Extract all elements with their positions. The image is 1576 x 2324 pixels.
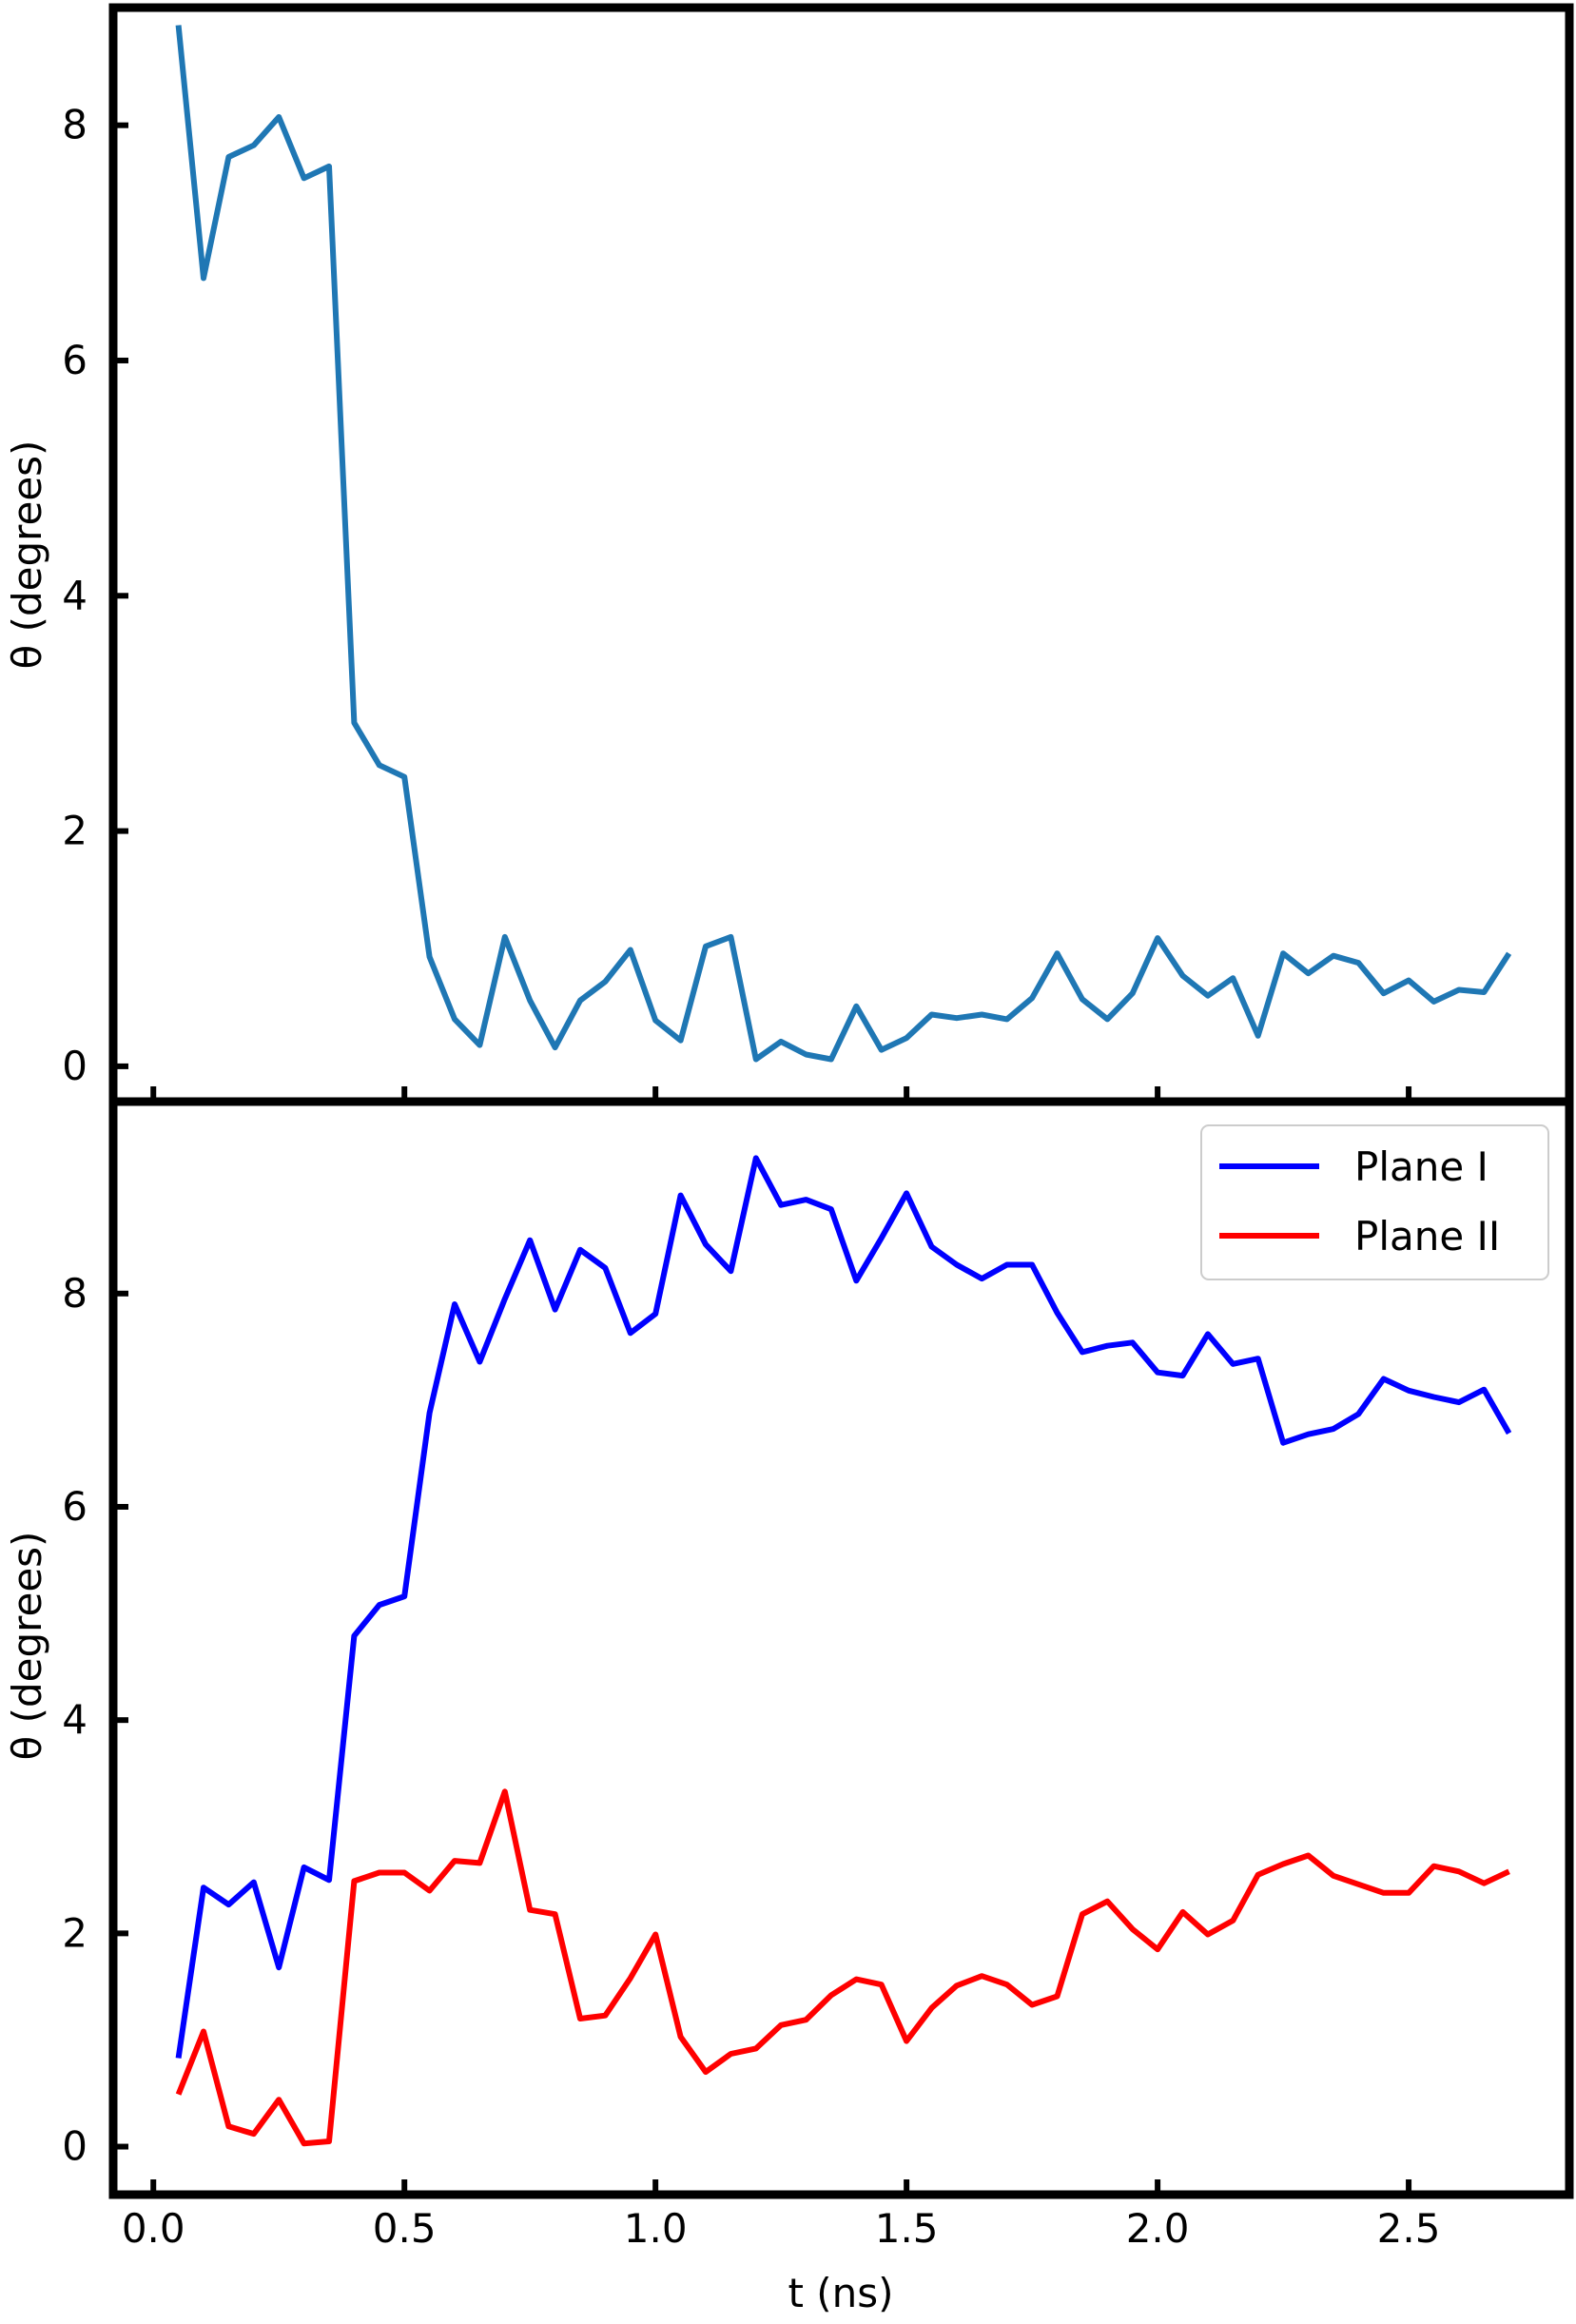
top-panel-y-ticks: 0 2 4 6 8 — [62, 102, 128, 1089]
legend: Plane I Plane II — [1200, 1124, 1549, 1280]
top-panel-y-axis-label: θ (degrees) — [4, 440, 50, 670]
y-tick-label: 2 — [62, 808, 88, 854]
y-tick-label: 8 — [62, 102, 88, 148]
y-tick-label: 4 — [62, 572, 88, 618]
series-line-theta — [175, 25, 1512, 1063]
bottom-panel-frame — [108, 1097, 1574, 2199]
x-tick-label: 1.5 — [875, 2205, 939, 2252]
y-tick-label: 6 — [62, 337, 88, 383]
top-panel: 0 2 4 6 8 θ (degrees) — [4, 3, 1574, 1106]
x-tick-label: 2.5 — [1377, 2205, 1441, 2252]
y-tick-label: 8 — [62, 1270, 88, 1317]
bottom-panel-series — [175, 1155, 1512, 2147]
x-tick-label: 0.0 — [122, 2205, 185, 2252]
top-panel-series — [175, 25, 1512, 1063]
top-panel-frame — [108, 3, 1574, 1106]
y-tick-label: 4 — [62, 1696, 88, 1743]
x-tick-label: 0.5 — [373, 2205, 437, 2252]
legend-label-plane-i: Plane I — [1354, 1143, 1488, 1190]
series-line-plane-ii — [175, 1788, 1510, 2147]
legend-label-plane-ii: Plane II — [1354, 1213, 1500, 1260]
y-tick-label: 6 — [62, 1483, 88, 1530]
y-tick-label: 0 — [62, 1043, 88, 1089]
bottom-panel-y-axis-label: θ (degrees) — [4, 1532, 50, 1761]
bottom-panel-y-ticks: 0 2 4 6 8 — [62, 1270, 128, 2170]
y-tick-label: 2 — [62, 1909, 88, 1956]
x-axis-label: t (ns) — [788, 2270, 893, 2316]
x-tick-label: 1.0 — [624, 2205, 688, 2252]
bottom-panel: 0 2 4 6 8 0.0 0.5 1.0 1.5 2.0 2.5 θ (degrees) t (… — [4, 1097, 1574, 2316]
bottom-panel-x-ticks: 0.0 0.5 1.0 1.5 2.0 2.5 — [122, 2179, 1441, 2252]
series-line-plane-i — [175, 1155, 1512, 2059]
y-tick-label: 0 — [62, 2123, 88, 2170]
x-tick-label: 2.0 — [1126, 2205, 1190, 2252]
